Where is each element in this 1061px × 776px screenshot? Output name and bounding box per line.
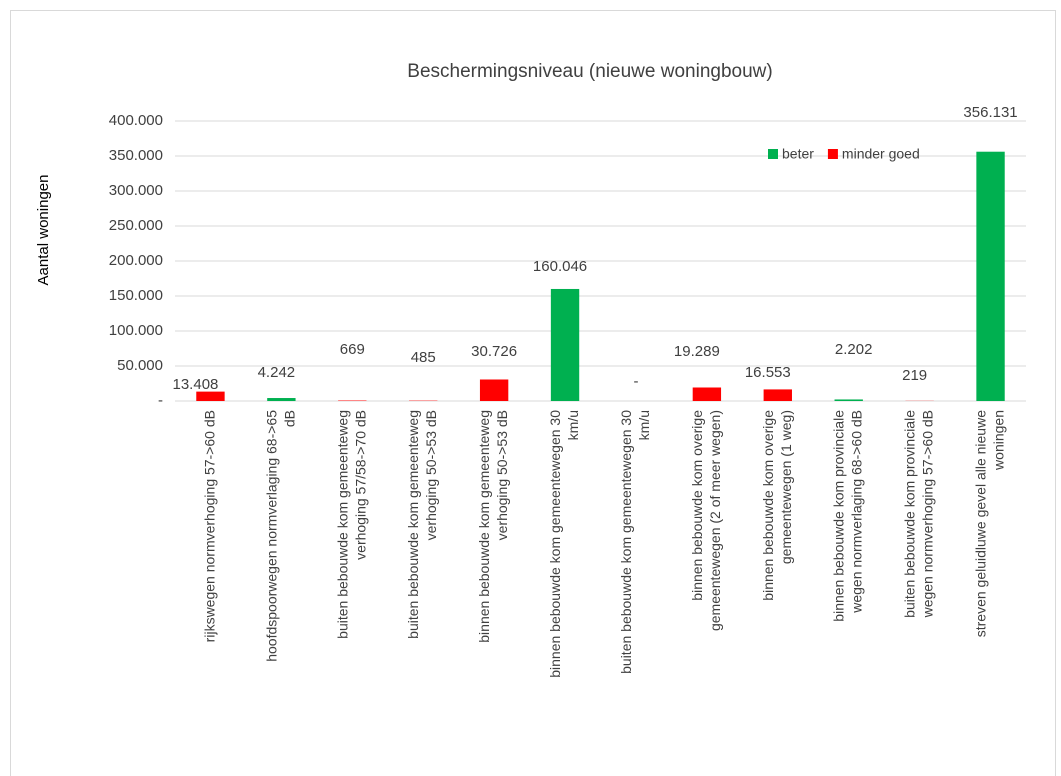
- bar: [763, 389, 792, 401]
- y-tick-label: -: [158, 392, 163, 409]
- bar: [479, 379, 509, 401]
- legend-label: minder goed: [842, 146, 920, 162]
- x-tick-label: binnen bebouwde kom overige gemeentewegen…: [759, 410, 793, 601]
- data-label: 2.202: [835, 341, 873, 358]
- data-label: 16.553: [745, 364, 791, 381]
- x-tick-label: buiten bebouwde kom provinciale wegen nor…: [901, 410, 935, 619]
- data-label: -: [633, 373, 638, 390]
- bar: [692, 387, 722, 401]
- y-tick-label: 150.000: [109, 287, 163, 304]
- legend-swatch: [768, 149, 778, 159]
- y-tick-label: 400.000: [109, 112, 163, 129]
- data-label: 160.046: [533, 258, 587, 275]
- x-tick-label: binnen bebouwde kom gemeentewegen 30 km/u: [547, 410, 581, 678]
- data-label: 19.289: [674, 343, 720, 360]
- x-tick-label: rijkswegen normverhoging 57->60 dB: [201, 410, 217, 642]
- bar: [196, 391, 225, 401]
- y-tick-label: 350.000: [109, 147, 163, 164]
- y-axis-label: Aantal woningen: [35, 175, 52, 286]
- bar: [834, 399, 863, 401]
- y-tick-label: 200.000: [109, 252, 163, 269]
- y-tick-label: 250.000: [109, 217, 163, 234]
- legend-label: beter: [782, 146, 814, 162]
- x-tick-label: binnen bebouwde kom overige gemeentewegen…: [689, 410, 723, 631]
- bar: [267, 398, 296, 401]
- data-label: 485: [411, 349, 436, 366]
- y-tick-label: 50.000: [117, 357, 163, 374]
- data-label: 13.408: [173, 376, 219, 393]
- chart-border: [10, 10, 1056, 776]
- x-tick-label: buiten bebouwde kom gemeenteweg verhoging…: [405, 410, 439, 639]
- data-label: 219: [902, 367, 927, 384]
- x-tick-label: hoofdspoorwegen normverlaging 68->65 dB: [263, 410, 297, 662]
- data-label: 669: [340, 341, 365, 358]
- data-label: 356.131: [963, 104, 1017, 121]
- x-tick-label: binnen bebouwde kom provinciale wegen nor…: [830, 410, 864, 622]
- y-tick-label: 300.000: [109, 182, 163, 199]
- x-tick-label: streven geluidluwe gevel alle nieuwe woni…: [972, 410, 1006, 637]
- bar: [976, 151, 1005, 401]
- bar: [550, 288, 580, 401]
- y-tick-label: 100.000: [109, 322, 163, 339]
- x-tick-label: buiten bebouwde kom gemeenteweg verhoging…: [334, 410, 368, 639]
- chart-title: Beschermingsniveau (nieuwe woningbouw): [407, 61, 772, 82]
- x-tick-label: buiten bebouwde kom gemeentewegen 30 km/u: [618, 410, 652, 674]
- data-label: 30.726: [471, 343, 517, 360]
- x-tick-label: binnen bebouwde kom gemeenteweg verhoging…: [476, 410, 510, 643]
- data-label: 4.242: [258, 364, 296, 381]
- legend-swatch: [827, 149, 838, 159]
